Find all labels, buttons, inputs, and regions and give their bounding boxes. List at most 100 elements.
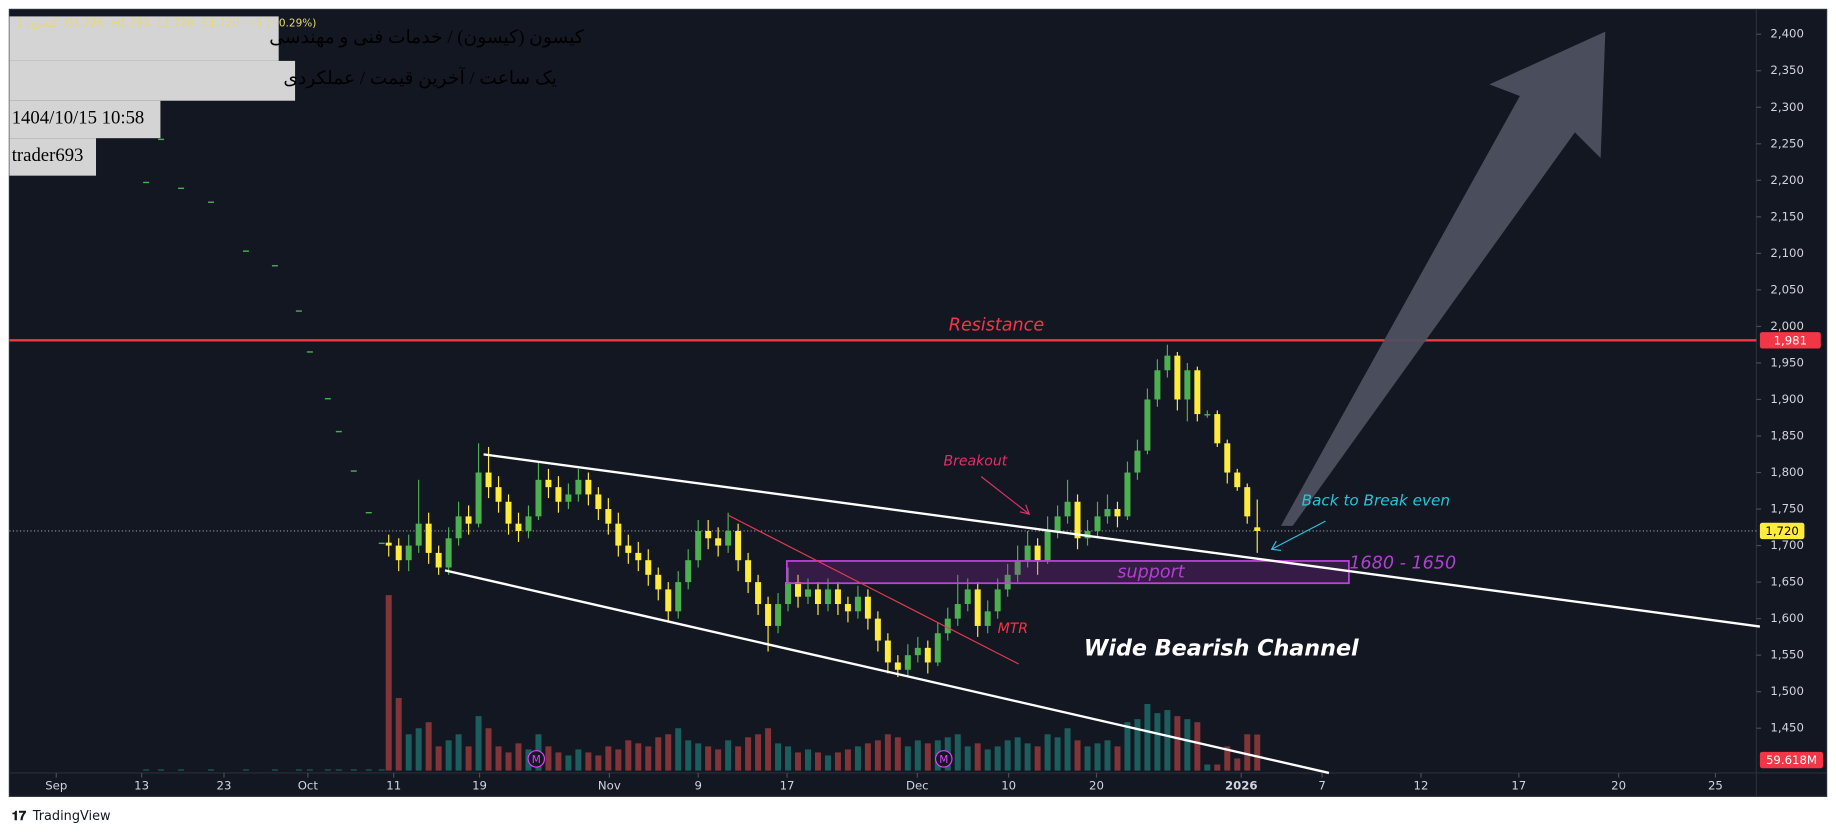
candle-body	[914, 647, 921, 656]
candle-body	[365, 511, 372, 514]
candle-body	[1064, 501, 1071, 517]
candle-body	[864, 596, 871, 619]
volume-bar	[595, 755, 602, 771]
candle-body	[1254, 527, 1261, 531]
candle-body	[1034, 545, 1041, 561]
candle-body	[1144, 399, 1151, 451]
event-marker[interactable]	[934, 750, 953, 768]
y-tick-label: 1,500	[1770, 684, 1804, 698]
candle-body	[1194, 370, 1201, 415]
candle-body	[785, 582, 792, 605]
candle-body	[1114, 509, 1121, 517]
candle-body	[495, 487, 502, 502]
candle-body	[1184, 370, 1191, 400]
candle-body	[1204, 414, 1211, 416]
candle-body	[525, 516, 532, 531]
volume-bar	[924, 743, 931, 771]
volume-bar	[994, 746, 1001, 771]
brand[interactable]: TradingView	[32, 809, 111, 824]
y-tick-label: 1,450	[1770, 721, 1804, 735]
candle-body	[984, 611, 991, 626]
volume-bar	[1024, 743, 1031, 771]
channel-top-line	[483, 453, 1761, 628]
candle-body	[715, 538, 722, 546]
volume-bar	[864, 743, 871, 771]
volume-bar	[705, 746, 712, 771]
volume-bar	[854, 746, 861, 771]
break-even-arrow	[1271, 520, 1326, 550]
y-tick-label: 2,050	[1770, 282, 1804, 296]
x-tick-label: 11	[386, 778, 401, 792]
volume-bar	[324, 769, 331, 771]
volume-bar	[695, 743, 702, 771]
volume-bar	[143, 769, 150, 771]
annotation: Resistance	[949, 316, 1045, 336]
candle-body	[954, 604, 961, 619]
volume-bar	[425, 722, 432, 771]
candle-body	[1014, 560, 1021, 575]
event-marker[interactable]	[527, 750, 546, 768]
annotation: Breakout	[943, 453, 1007, 469]
candle-body	[854, 596, 861, 612]
volume-bar	[1184, 719, 1191, 771]
candle-body	[485, 472, 492, 488]
volume-bar	[1224, 746, 1231, 771]
volume-bar	[655, 737, 662, 771]
volume-bar	[378, 769, 385, 771]
candle-body	[685, 560, 692, 583]
volume-bar	[1104, 740, 1111, 771]
candle-body	[1054, 516, 1061, 531]
volume-bar	[974, 743, 981, 771]
channel-bottom-line	[444, 569, 1330, 775]
x-tick-label: 23	[217, 778, 232, 792]
candle-body	[655, 574, 662, 590]
volume-bar	[208, 769, 215, 771]
volume-bar	[350, 769, 357, 771]
candle-body	[964, 589, 971, 605]
candle-body	[535, 479, 542, 517]
candle-body	[1004, 574, 1011, 590]
volume-bar	[1054, 737, 1061, 771]
legend-low: L1,720	[158, 17, 194, 29]
volume-bar	[1124, 722, 1131, 771]
volume-bar	[914, 740, 921, 771]
candle-body	[505, 501, 512, 524]
candle-body	[844, 604, 851, 612]
candle-body	[425, 523, 432, 553]
header-author: trader693	[12, 145, 84, 166]
volume-bar	[555, 752, 562, 771]
volume-bar	[665, 734, 672, 771]
volume-bar	[545, 746, 552, 771]
candle-body	[1074, 501, 1081, 539]
volume-bar	[615, 749, 622, 771]
candle-body	[324, 398, 331, 400]
candle-body	[595, 494, 602, 510]
candle-body	[874, 618, 881, 641]
last-price-tag	[1759, 522, 1805, 540]
volume-bar	[725, 740, 732, 771]
x-tick-label: Dec	[906, 778, 929, 792]
y-tick-label: 2,000	[1770, 319, 1804, 333]
volume-bar	[415, 728, 422, 771]
x-tick-label: 10	[1001, 778, 1016, 792]
candle-body	[405, 545, 412, 561]
candle-body	[475, 472, 482, 524]
volume-bar	[605, 746, 612, 771]
candle-body	[1124, 472, 1131, 517]
annotation: MTR	[998, 621, 1028, 637]
annotation: Back to Break even	[1302, 492, 1450, 510]
candle-body	[465, 516, 472, 524]
volume-bar	[635, 743, 642, 771]
y-tick-label: 2,300	[1770, 100, 1804, 114]
candle-body	[755, 582, 762, 605]
resistance-tag	[1759, 332, 1821, 349]
candle-body	[455, 516, 462, 539]
volume-bar	[685, 740, 692, 771]
candle-body	[735, 530, 742, 561]
candle-body	[545, 479, 552, 488]
candle-body	[834, 589, 841, 605]
candle-body	[565, 494, 572, 502]
event-marker-label: M	[939, 754, 948, 766]
volume-bar	[1094, 743, 1101, 771]
candle-body	[645, 560, 652, 575]
